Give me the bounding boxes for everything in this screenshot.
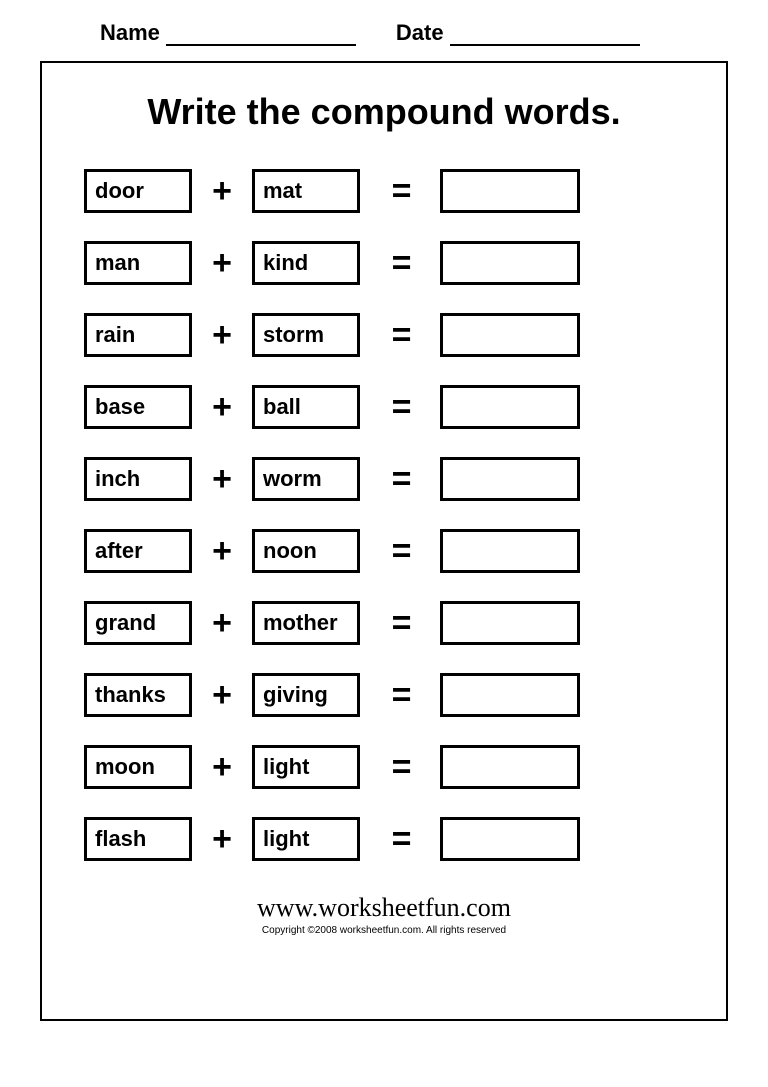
word2-box: worm bbox=[252, 457, 360, 501]
word-row: flash+light= bbox=[84, 817, 684, 861]
plus-symbol: + bbox=[192, 460, 252, 499]
word2-box: kind bbox=[252, 241, 360, 285]
date-input-line[interactable] bbox=[450, 24, 640, 46]
word1-box: inch bbox=[84, 457, 192, 501]
word1-box: base bbox=[84, 385, 192, 429]
answer-box[interactable] bbox=[440, 673, 580, 717]
word-row: inch+worm= bbox=[84, 457, 684, 501]
equals-symbol: = bbox=[360, 820, 440, 859]
equals-symbol: = bbox=[360, 172, 440, 211]
word1-box: after bbox=[84, 529, 192, 573]
equals-symbol: = bbox=[360, 316, 440, 355]
answer-box[interactable] bbox=[440, 601, 580, 645]
footer-copyright: Copyright ©2008 worksheetfun.com. All ri… bbox=[84, 925, 684, 936]
worksheet-title: Write the compound words. bbox=[84, 91, 684, 133]
word2-box: mat bbox=[252, 169, 360, 213]
answer-box[interactable] bbox=[440, 169, 580, 213]
equals-symbol: = bbox=[360, 244, 440, 283]
answer-box[interactable] bbox=[440, 817, 580, 861]
word1-box: flash bbox=[84, 817, 192, 861]
word-row: man+kind= bbox=[84, 241, 684, 285]
word2-box: light bbox=[252, 745, 360, 789]
word-row: after+noon= bbox=[84, 529, 684, 573]
answer-box[interactable] bbox=[440, 529, 580, 573]
word2-box: noon bbox=[252, 529, 360, 573]
word1-box: moon bbox=[84, 745, 192, 789]
word2-box: giving bbox=[252, 673, 360, 717]
word-row: moon+light= bbox=[84, 745, 684, 789]
word-row: door+mat= bbox=[84, 169, 684, 213]
answer-box[interactable] bbox=[440, 241, 580, 285]
plus-symbol: + bbox=[192, 388, 252, 427]
answer-box[interactable] bbox=[440, 745, 580, 789]
equals-symbol: = bbox=[360, 604, 440, 643]
plus-symbol: + bbox=[192, 532, 252, 571]
footer-url: www.worksheetfun.com bbox=[84, 893, 684, 923]
plus-symbol: + bbox=[192, 676, 252, 715]
equals-symbol: = bbox=[360, 388, 440, 427]
plus-symbol: + bbox=[192, 172, 252, 211]
word2-box: mother bbox=[252, 601, 360, 645]
word-row: rain+storm= bbox=[84, 313, 684, 357]
worksheet-page: Name Date Write the compound words. door… bbox=[0, 0, 768, 1041]
answer-box[interactable] bbox=[440, 313, 580, 357]
rows-container: door+mat=man+kind=rain+storm=base+ball=i… bbox=[84, 169, 684, 861]
worksheet-frame: Write the compound words. door+mat=man+k… bbox=[40, 61, 728, 1021]
word-row: base+ball= bbox=[84, 385, 684, 429]
word-row: thanks+giving= bbox=[84, 673, 684, 717]
word2-box: storm bbox=[252, 313, 360, 357]
date-field-group: Date bbox=[396, 20, 640, 46]
word2-box: ball bbox=[252, 385, 360, 429]
word1-box: man bbox=[84, 241, 192, 285]
word1-box: rain bbox=[84, 313, 192, 357]
equals-symbol: = bbox=[360, 460, 440, 499]
equals-symbol: = bbox=[360, 748, 440, 787]
name-field-group: Name bbox=[100, 20, 356, 46]
answer-box[interactable] bbox=[440, 457, 580, 501]
word1-box: grand bbox=[84, 601, 192, 645]
name-label: Name bbox=[100, 20, 160, 46]
header-line: Name Date bbox=[40, 20, 728, 46]
plus-symbol: + bbox=[192, 244, 252, 283]
word1-box: thanks bbox=[84, 673, 192, 717]
equals-symbol: = bbox=[360, 532, 440, 571]
plus-symbol: + bbox=[192, 748, 252, 787]
name-input-line[interactable] bbox=[166, 24, 356, 46]
plus-symbol: + bbox=[192, 316, 252, 355]
equals-symbol: = bbox=[360, 676, 440, 715]
plus-symbol: + bbox=[192, 604, 252, 643]
plus-symbol: + bbox=[192, 820, 252, 859]
date-label: Date bbox=[396, 20, 444, 46]
word1-box: door bbox=[84, 169, 192, 213]
answer-box[interactable] bbox=[440, 385, 580, 429]
word2-box: light bbox=[252, 817, 360, 861]
word-row: grand+mother= bbox=[84, 601, 684, 645]
